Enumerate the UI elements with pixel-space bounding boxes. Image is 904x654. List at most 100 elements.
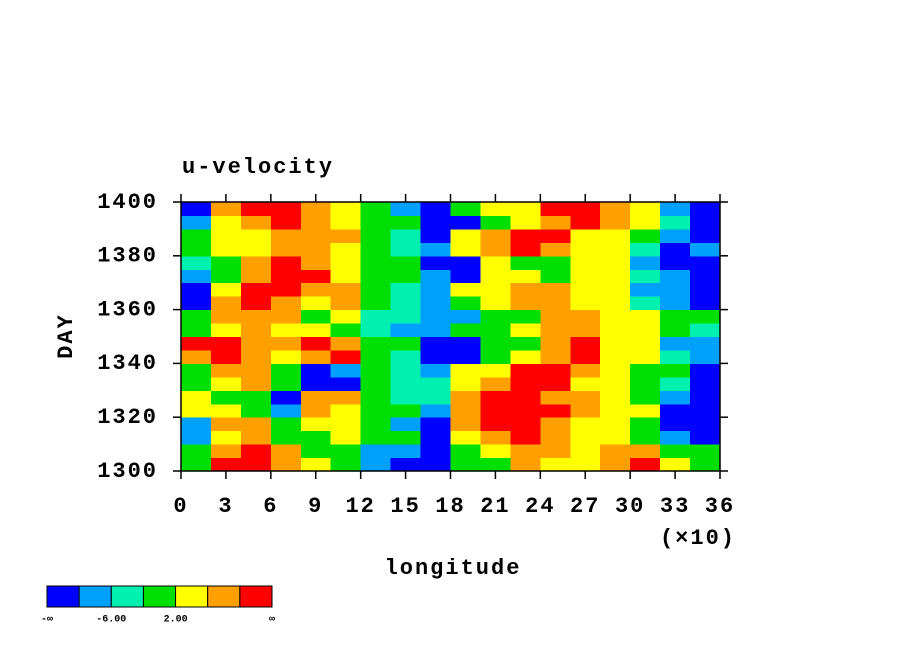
field-cell	[660, 323, 691, 337]
field-cell	[630, 336, 661, 351]
field-cell	[181, 457, 212, 472]
field-cell	[360, 336, 392, 351]
field-cell	[510, 403, 541, 418]
field-cell	[450, 215, 481, 230]
colorbar-box	[239, 585, 273, 608]
field-cell	[300, 349, 332, 364]
field-cell	[330, 444, 362, 459]
field-cell	[630, 242, 661, 257]
field-cell	[450, 363, 481, 378]
field-cell	[181, 444, 212, 459]
field-cell	[240, 349, 272, 364]
field-cell	[570, 323, 601, 337]
field-cell	[630, 282, 661, 297]
field-cell	[330, 417, 362, 432]
field-cell	[420, 363, 451, 378]
field-cell	[450, 336, 481, 351]
field-cell	[510, 349, 541, 364]
field-cell	[420, 309, 451, 324]
field-cell	[300, 444, 332, 459]
field-cell	[330, 309, 362, 324]
field-cell	[690, 296, 721, 311]
field-cell	[450, 430, 481, 445]
field-cell	[360, 282, 392, 297]
field-cell	[210, 215, 242, 230]
field-cell	[570, 309, 601, 324]
field-cell	[480, 255, 511, 270]
field-cell	[240, 457, 272, 472]
field-cell	[690, 228, 721, 243]
field-cell	[390, 323, 422, 337]
field-cell	[210, 457, 242, 472]
field-cell	[540, 349, 571, 364]
field-cell	[210, 282, 242, 297]
axes: 0 3 6 9 12 15 18 21 24 27 30 33 36130013201340136013…	[97, 190, 733, 519]
field-cell	[300, 403, 332, 418]
field-cell	[540, 323, 571, 337]
field-cell	[480, 242, 511, 257]
field-cell	[270, 430, 302, 445]
field-cell	[630, 430, 661, 445]
colorbar-box	[46, 585, 80, 608]
field-cell	[690, 376, 721, 391]
field-cell	[360, 215, 392, 230]
field-cell	[510, 269, 541, 284]
field-cell	[390, 417, 422, 432]
field-cell	[630, 390, 661, 405]
field-cell	[450, 349, 481, 364]
field-cell	[390, 269, 422, 284]
field-cell	[390, 403, 422, 418]
x-tick-label: 9	[308, 494, 323, 519]
field-cell	[570, 296, 601, 311]
field-cell	[420, 430, 451, 445]
field-cell	[480, 417, 511, 432]
field-cell	[210, 336, 242, 351]
field-cell	[690, 282, 721, 297]
y-tick-label: 1320	[97, 405, 158, 430]
field-cell	[570, 349, 601, 364]
field-cell	[390, 202, 422, 216]
field-cell	[270, 255, 302, 270]
field-cell	[270, 242, 302, 257]
field-cell	[510, 376, 541, 391]
field-cell	[510, 296, 541, 311]
field-cell	[600, 269, 631, 284]
field-cell	[330, 323, 362, 337]
field-cell	[630, 215, 661, 230]
field-cell	[300, 417, 332, 432]
field-cell	[660, 309, 691, 324]
field-cell	[480, 269, 511, 284]
field-cell	[450, 228, 481, 243]
field-cell	[540, 269, 571, 284]
field-cell	[450, 417, 481, 432]
field-cell	[300, 390, 332, 405]
field-cell	[270, 417, 302, 432]
field-cell	[390, 444, 422, 459]
field-cell	[181, 309, 212, 324]
field-cell	[570, 376, 601, 391]
field-cell	[570, 215, 601, 230]
field-cell	[330, 242, 362, 257]
field-cell	[450, 296, 481, 311]
field-cell	[360, 403, 392, 418]
colorbar-box	[110, 585, 144, 608]
x-tick-label: 15	[390, 494, 420, 519]
field-cell	[300, 242, 332, 257]
field-cell	[300, 376, 332, 391]
field-cell	[570, 228, 601, 243]
field-cell	[690, 336, 721, 351]
field-cell	[690, 444, 721, 459]
field-cell	[540, 296, 571, 311]
field-cell	[181, 430, 212, 445]
field-cell	[210, 255, 242, 270]
field-cell	[690, 403, 721, 418]
colorbar-low-label: -∞	[41, 615, 53, 626]
field-cell	[210, 309, 242, 324]
field-cell	[330, 202, 362, 216]
colorbar-box	[78, 585, 112, 608]
field-cell	[690, 390, 721, 405]
field-cell	[480, 282, 511, 297]
field-cell	[181, 242, 212, 257]
field-cell	[600, 390, 631, 405]
field-cell	[420, 336, 451, 351]
